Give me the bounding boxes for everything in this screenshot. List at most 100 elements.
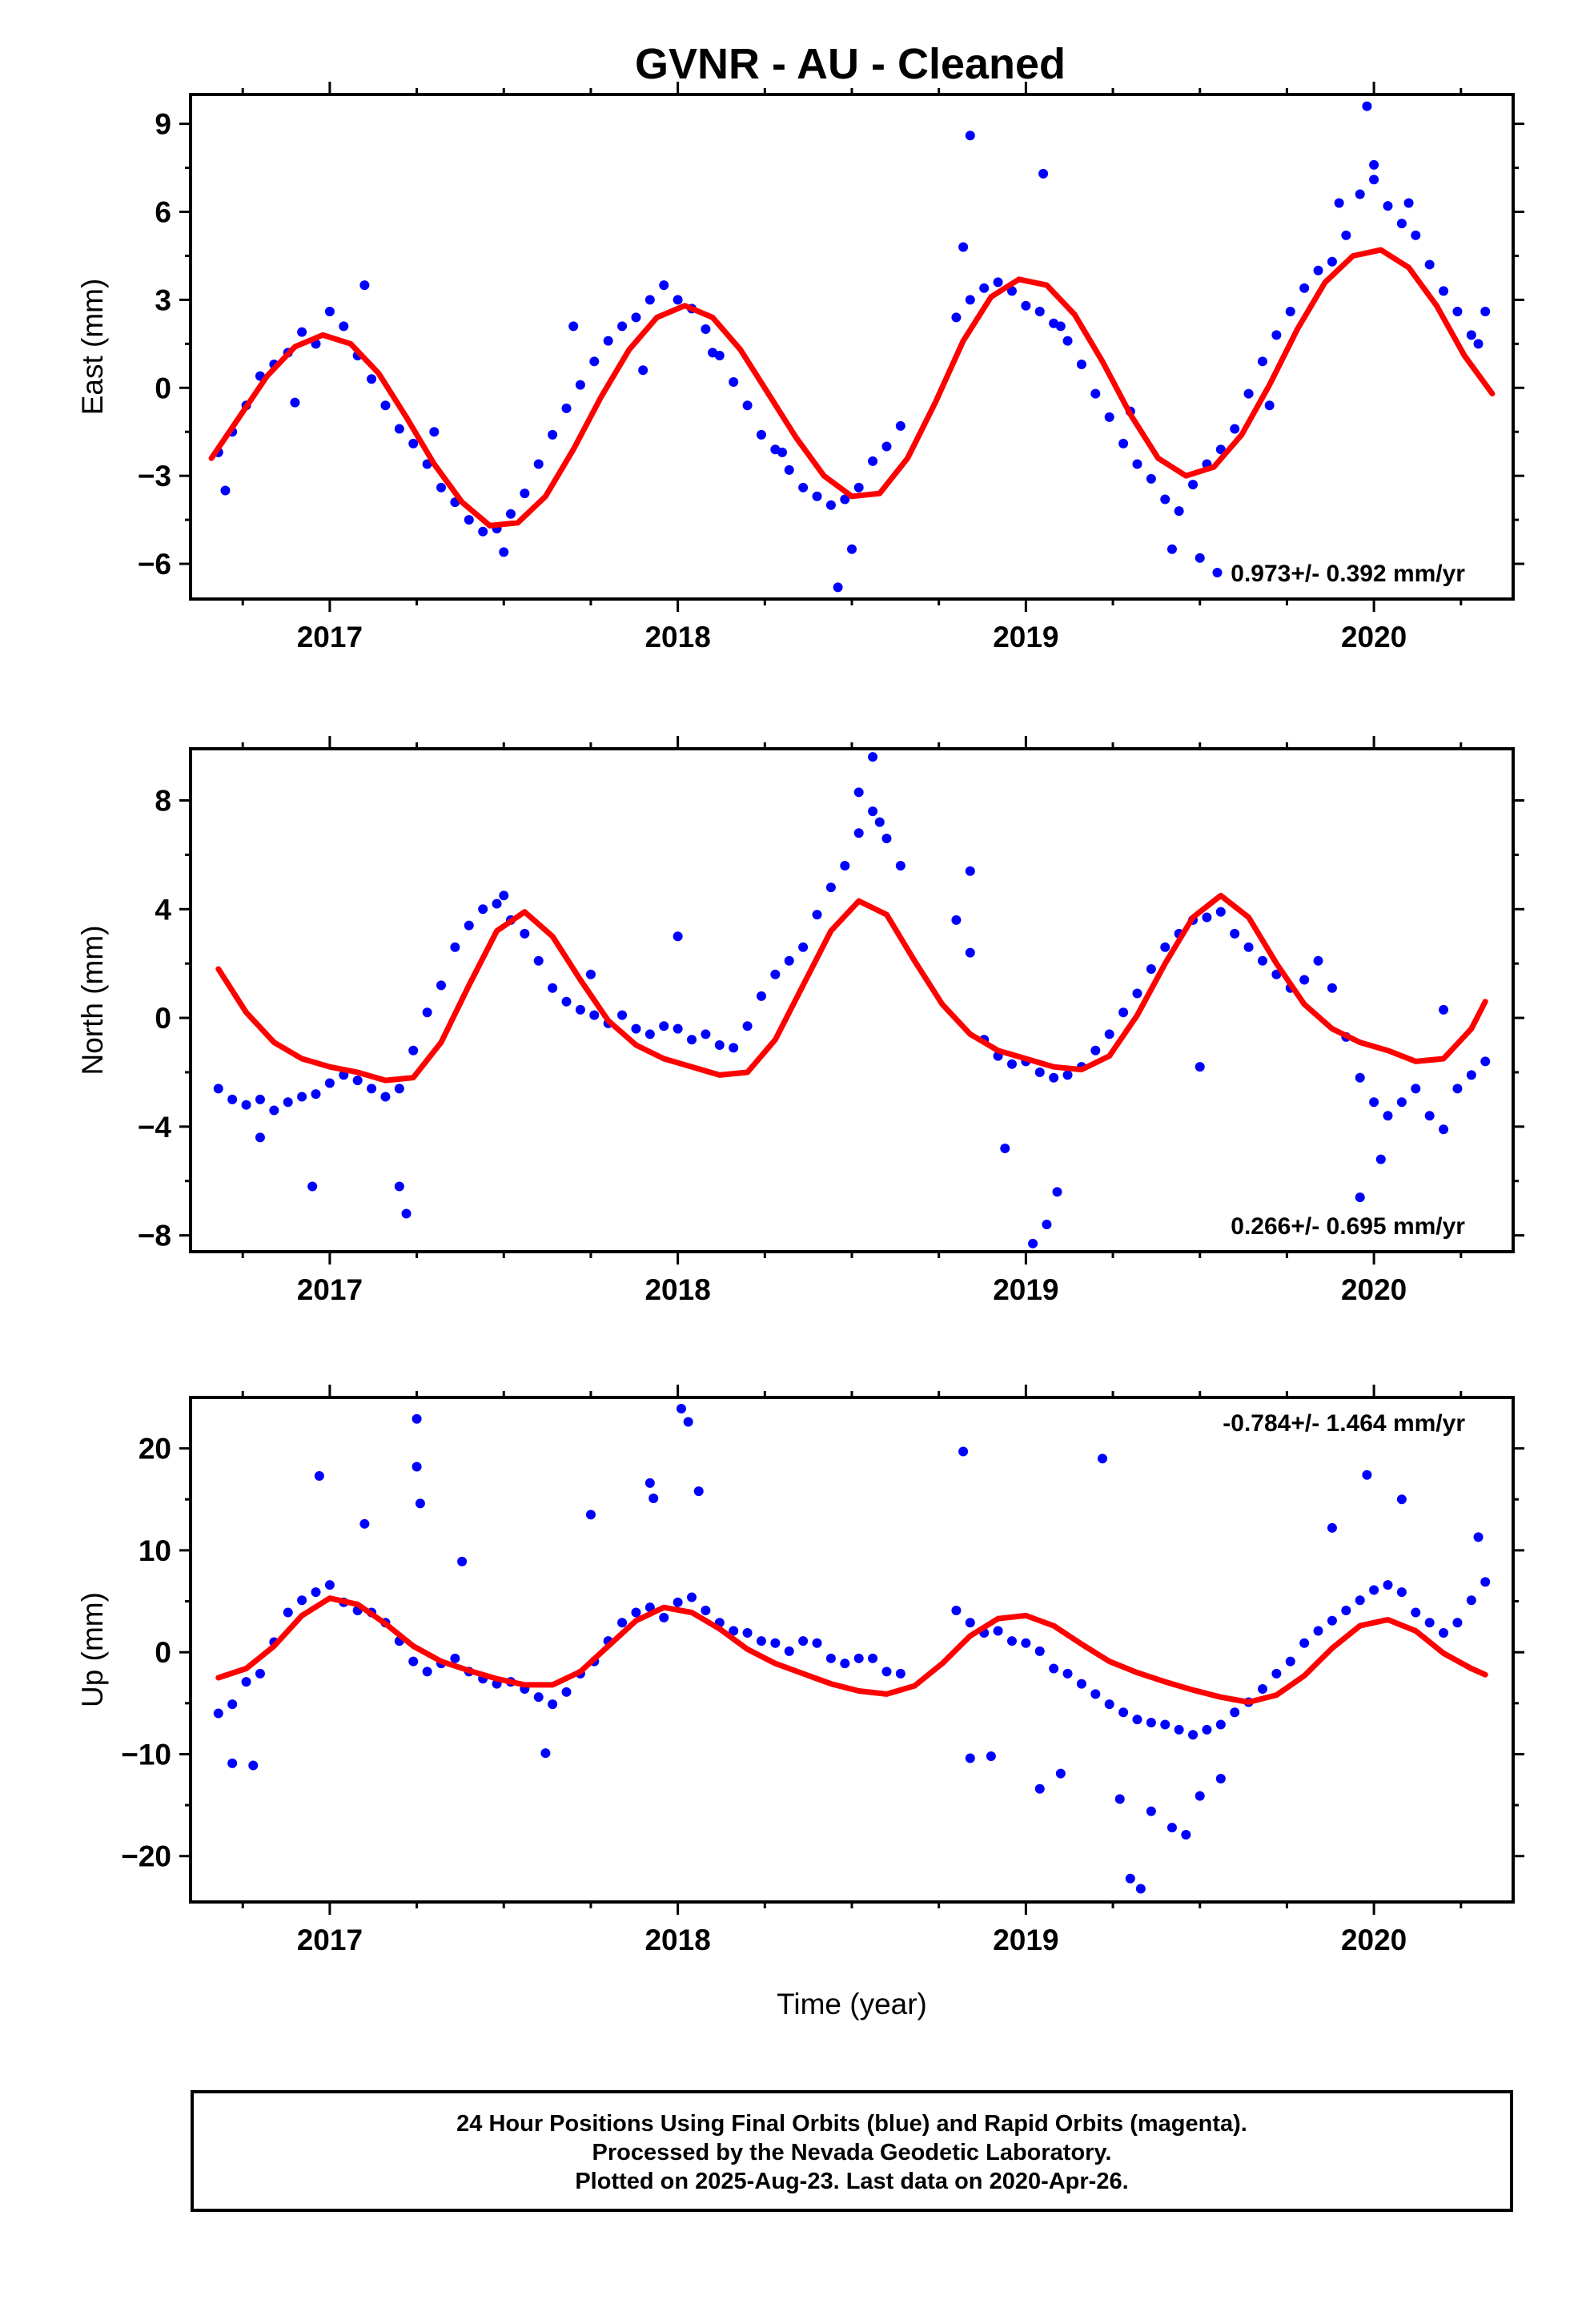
data-point [1202, 1725, 1211, 1735]
data-point [896, 861, 905, 870]
data-point [290, 398, 299, 408]
data-point [631, 312, 640, 322]
y-tick-label: 0 [155, 1636, 171, 1669]
data-point [1132, 1715, 1142, 1724]
data-point [854, 787, 864, 797]
data-point [1000, 1144, 1010, 1153]
x-tick-label: 2018 [644, 621, 710, 653]
data-point [659, 1613, 669, 1622]
figure-title: GVNR - AU - Cleaned [635, 40, 1066, 88]
data-point [1286, 1657, 1295, 1667]
data-point [813, 1638, 822, 1648]
data-point [715, 1040, 725, 1050]
data-point [589, 356, 599, 366]
data-point [951, 312, 961, 322]
data-point [1195, 1062, 1205, 1072]
data-point [770, 970, 780, 979]
data-point [395, 1182, 404, 1192]
data-point [1383, 201, 1392, 211]
data-point [1077, 360, 1086, 369]
data-point [951, 1606, 961, 1615]
data-point [1007, 1636, 1017, 1646]
data-point [1230, 424, 1239, 434]
data-point [1035, 307, 1045, 316]
data-point [1341, 1606, 1351, 1615]
data-point [743, 400, 753, 410]
data-point [1411, 231, 1420, 240]
data-point [1355, 1595, 1365, 1605]
data-point [478, 904, 488, 914]
data-point [1174, 1725, 1184, 1735]
y-tick-label: 4 [155, 893, 171, 926]
y-tick-label: 10 [139, 1534, 171, 1567]
x-tick-label: 2019 [993, 1924, 1058, 1956]
data-point [1439, 286, 1448, 296]
data-point [220, 485, 230, 495]
data-point [1230, 929, 1239, 939]
data-point [242, 1100, 251, 1110]
y-tick-label: 8 [155, 784, 171, 817]
y-tick-label: −4 [138, 1111, 172, 1144]
footer-box: 24 Hour Positions Using Final Orbits (bl… [191, 2090, 1513, 2212]
data-point [840, 861, 849, 870]
data-point [826, 1654, 836, 1663]
data-point [1362, 1470, 1371, 1480]
data-point [395, 1084, 404, 1093]
data-point [604, 336, 613, 346]
data-point [1299, 975, 1309, 985]
data-point [1244, 389, 1254, 399]
data-point [673, 295, 683, 304]
data-point [576, 1005, 585, 1015]
data-point [966, 948, 975, 958]
data-point [1167, 545, 1177, 554]
data-point [214, 1084, 223, 1093]
data-point [1286, 307, 1295, 316]
data-point [297, 1595, 307, 1605]
data-point [429, 427, 439, 436]
x-tick-label: 2019 [993, 621, 1058, 653]
data-point [798, 1636, 808, 1646]
data-point [1105, 412, 1114, 422]
data-point [757, 991, 766, 1001]
data-point [562, 997, 572, 1007]
data-point [1146, 1718, 1156, 1727]
data-point [1452, 1618, 1462, 1627]
data-point [1181, 1830, 1191, 1839]
data-point [896, 421, 905, 431]
data-point [1167, 1823, 1177, 1832]
data-point [777, 448, 787, 457]
data-point [966, 131, 975, 140]
data-point [1404, 199, 1414, 208]
data-point [986, 1751, 996, 1761]
data-point [534, 460, 544, 469]
data-point [785, 956, 794, 966]
data-point [548, 983, 557, 993]
data-point [1355, 1073, 1365, 1083]
data-point [1132, 989, 1142, 999]
x-tick-label: 2018 [644, 1273, 710, 1306]
y-tick-label: −3 [138, 460, 171, 493]
data-point [1132, 460, 1142, 469]
data-point [227, 1095, 237, 1104]
data-point [785, 1647, 794, 1656]
data-point [1035, 1647, 1045, 1656]
data-point [255, 1095, 265, 1104]
data-point [1052, 1187, 1062, 1196]
data-point [1146, 964, 1156, 974]
x-tick-label: 2017 [297, 621, 363, 653]
data-point [994, 277, 1003, 287]
data-point [673, 931, 683, 941]
data-point [1258, 1684, 1267, 1694]
data-point [1314, 1626, 1323, 1635]
model-fit-line [211, 250, 1492, 525]
data-point [785, 465, 794, 475]
data-point [743, 1021, 753, 1031]
data-point [1383, 1580, 1392, 1590]
data-point [631, 1024, 640, 1034]
data-point [1202, 912, 1211, 922]
data-point [315, 1471, 324, 1481]
data-point [464, 515, 474, 525]
data-point [1383, 1111, 1392, 1120]
data-point [1035, 1784, 1045, 1794]
data-point [1049, 1073, 1058, 1083]
